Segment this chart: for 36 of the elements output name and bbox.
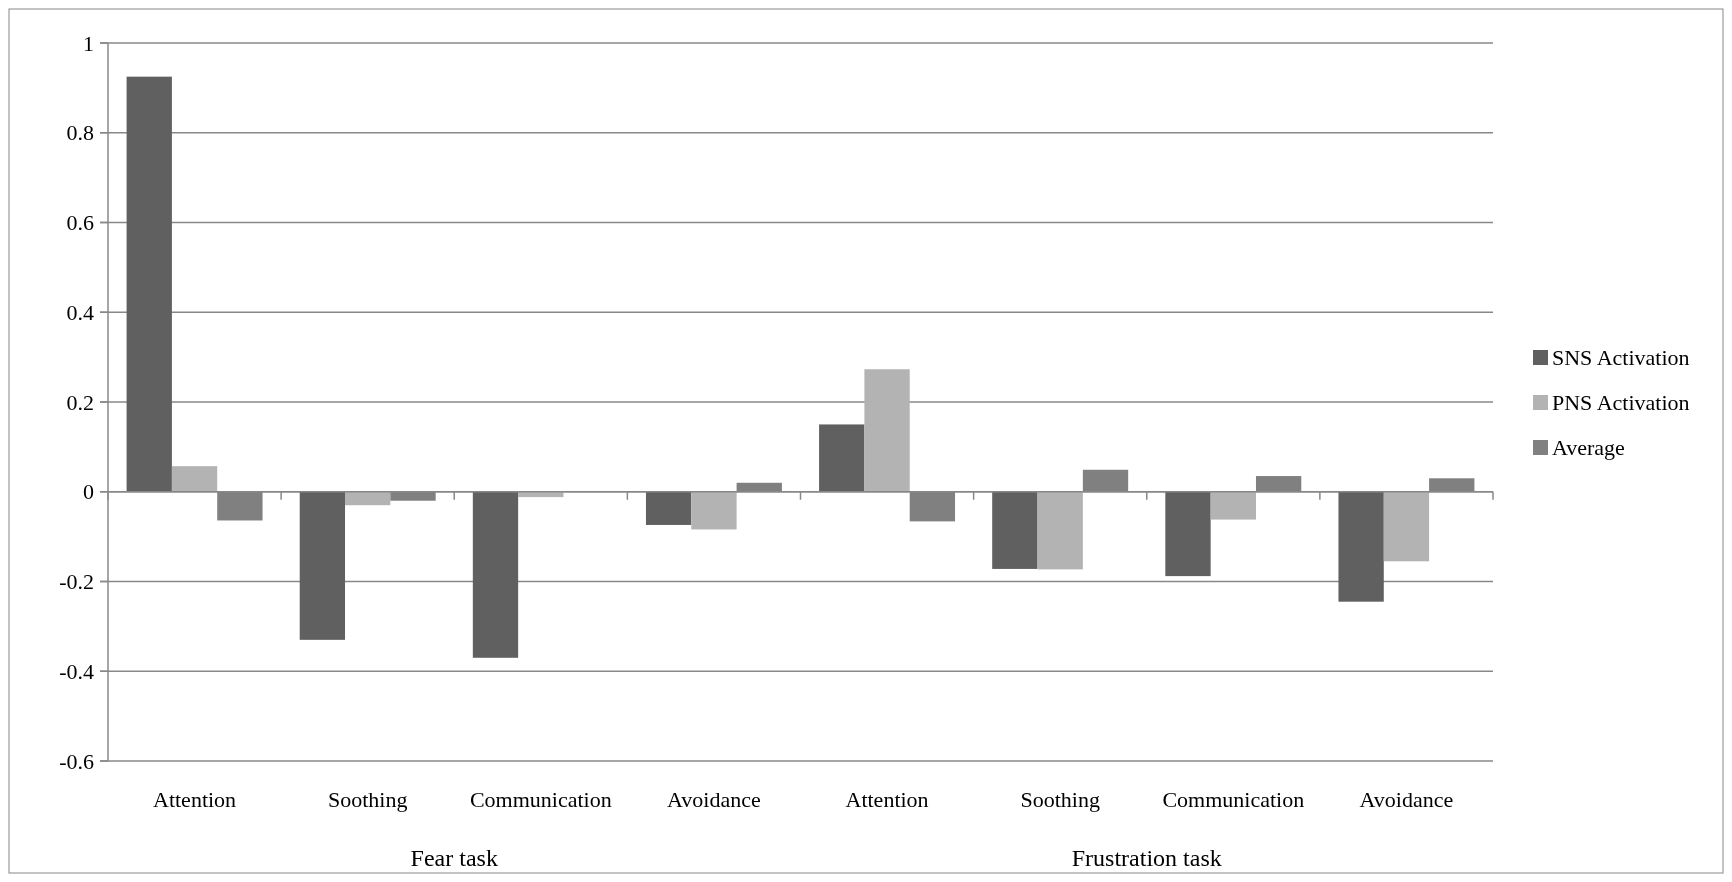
bar	[1037, 491, 1083, 570]
text: Fear task	[410, 845, 498, 871]
bar	[992, 491, 1038, 569]
bar	[645, 491, 692, 525]
bar	[864, 369, 910, 492]
y-tick-label: 0	[83, 479, 94, 505]
bar	[1165, 491, 1211, 577]
x-tick-label: Soothing	[327, 787, 408, 812]
legend-label: Average	[1552, 434, 1625, 460]
bar	[171, 466, 218, 492]
bar	[1210, 491, 1256, 520]
bar	[126, 76, 172, 492]
y-tick-label: 0.4	[66, 299, 94, 325]
x-tick-label: Communication	[1162, 787, 1305, 812]
text: Frustration task	[1071, 845, 1222, 871]
y-tick-label: -0.2	[59, 569, 94, 595]
x-tick-label: Soothing	[1020, 787, 1100, 812]
bar	[691, 491, 737, 530]
y-tick-label: 0.2	[66, 389, 94, 415]
legend-label: SNS Activation	[1552, 344, 1690, 370]
bar	[299, 491, 346, 640]
y-tick-label: 1	[83, 30, 94, 56]
x-tick-label: Avoidance	[1359, 787, 1454, 812]
x-tick-label: Avoidance	[667, 787, 761, 812]
x-tick-label: Attention	[845, 787, 929, 812]
x-tick-label: Communication	[469, 787, 612, 812]
bar	[472, 491, 519, 658]
bar	[1338, 491, 1384, 602]
x-tick-label: Attention	[153, 787, 237, 812]
y-tick-label: 0.8	[66, 120, 94, 146]
bar	[1383, 491, 1430, 562]
bar	[819, 424, 865, 492]
y-tick-label: 0.6	[66, 210, 94, 236]
legend-label: PNS Activation	[1552, 389, 1690, 415]
y-tick-label: -0.4	[59, 658, 94, 684]
y-tick-label: -0.6	[59, 748, 94, 774]
